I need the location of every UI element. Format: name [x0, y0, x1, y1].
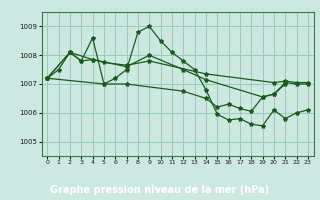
- Text: Graphe pression niveau de la mer (hPa): Graphe pression niveau de la mer (hPa): [51, 185, 269, 195]
